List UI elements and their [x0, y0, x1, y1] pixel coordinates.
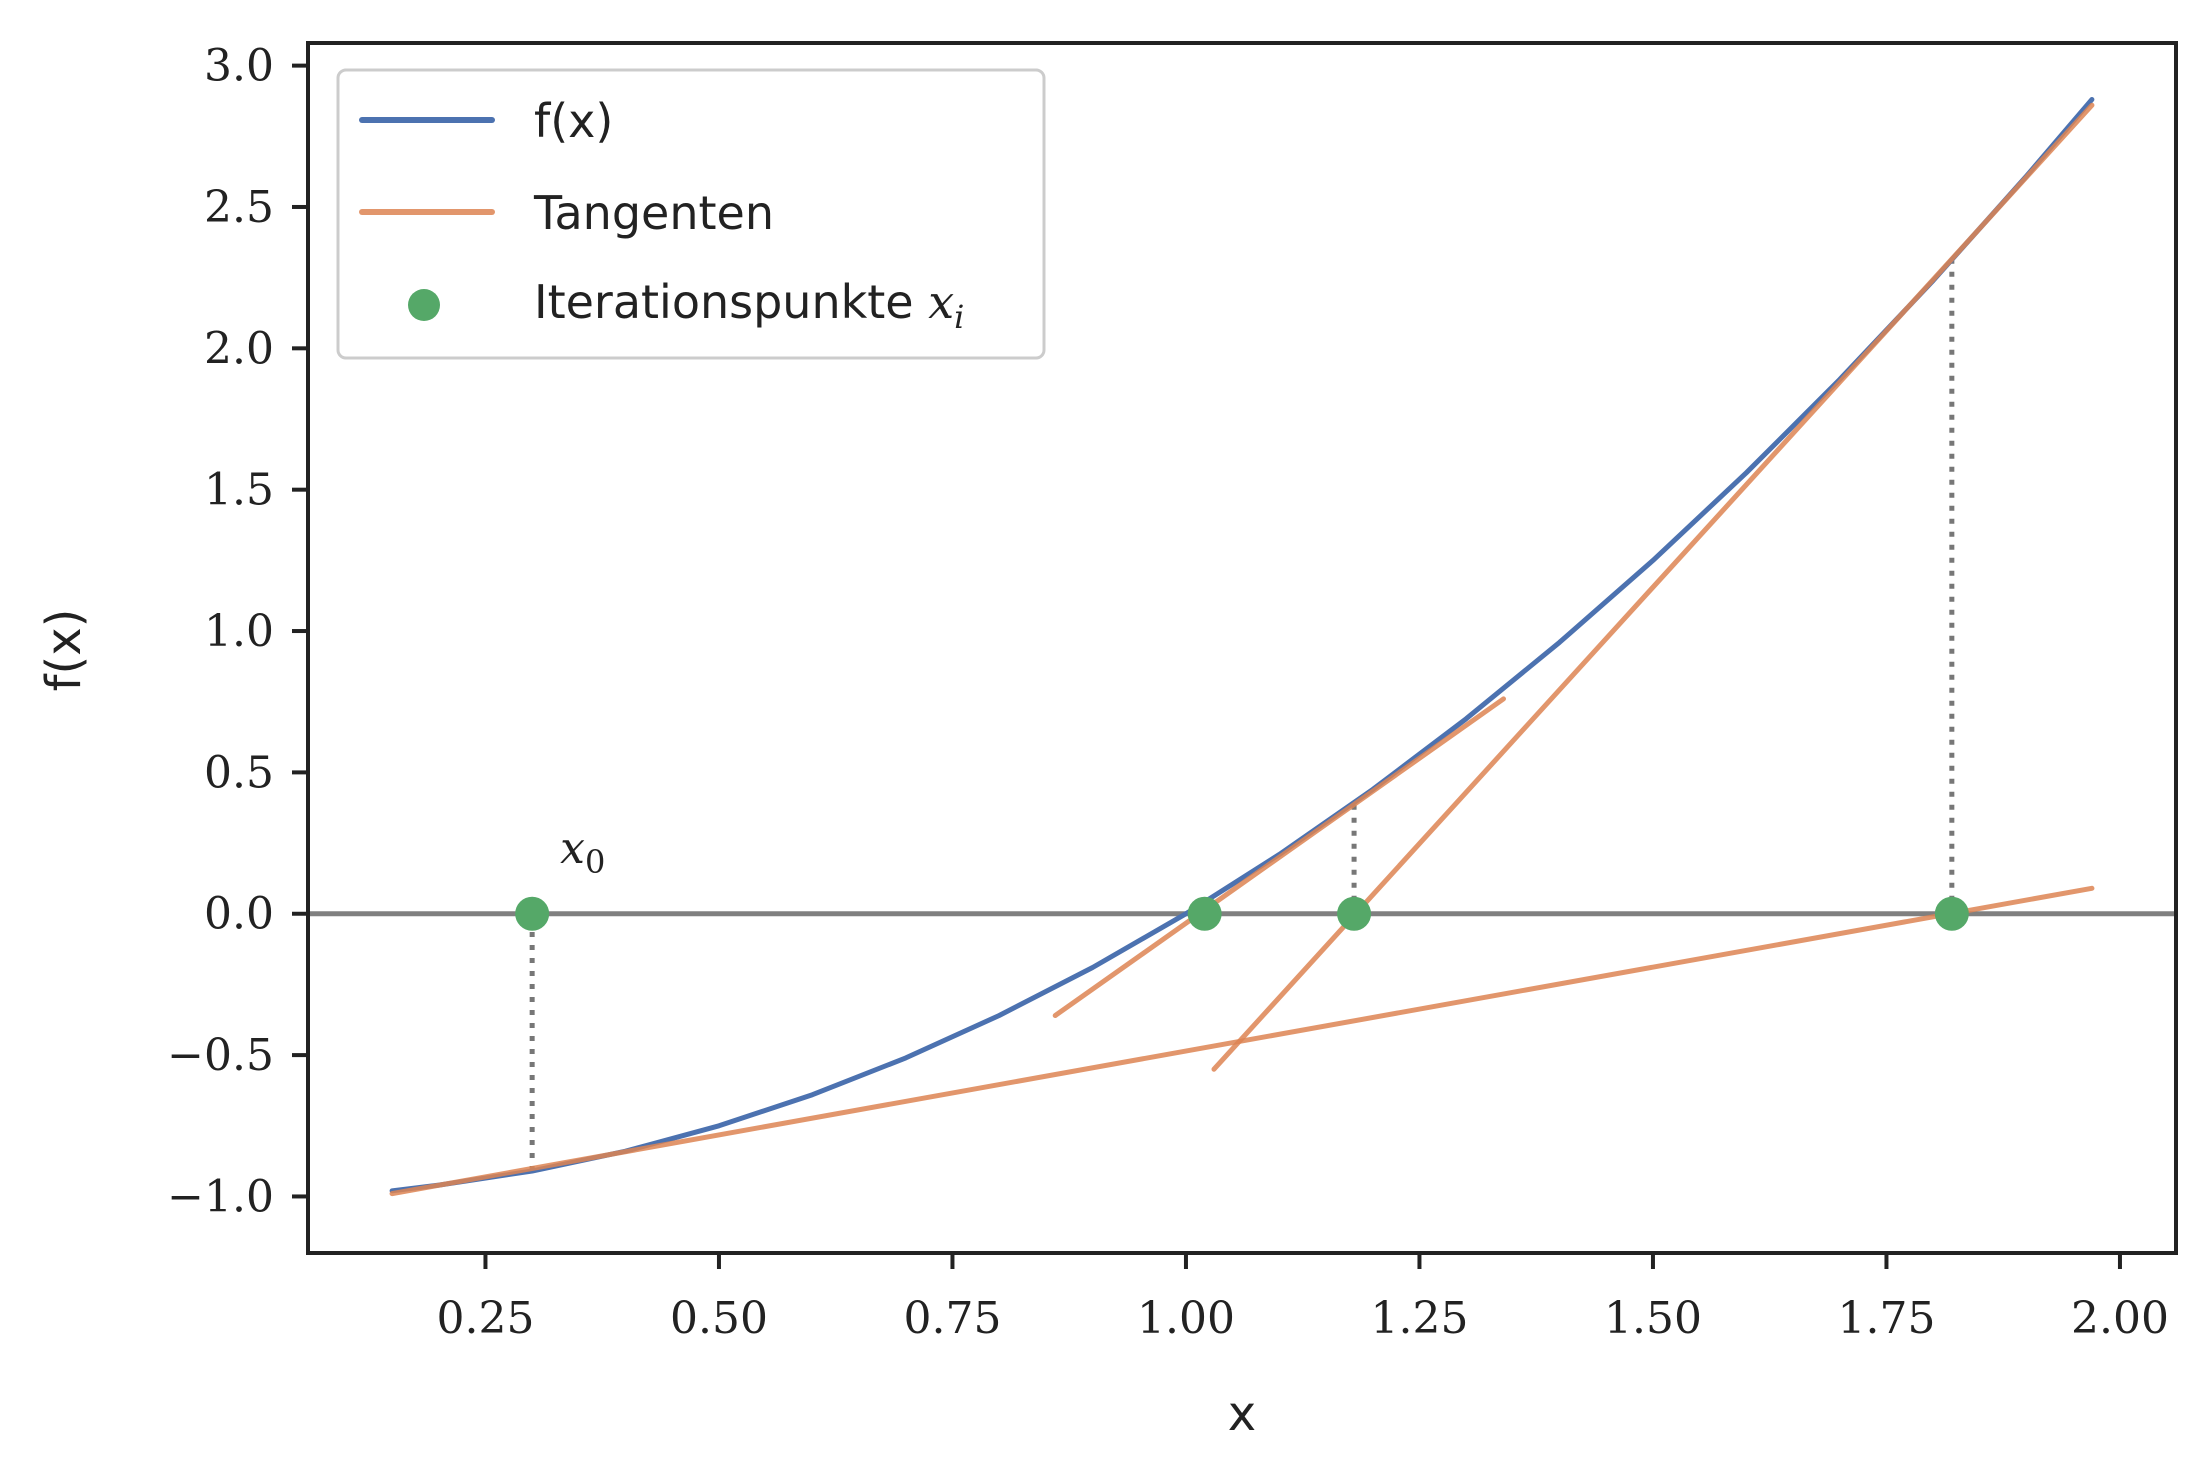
legend-label-iteration-text: Iterationspunkte: [534, 275, 914, 329]
x-axis-label: x: [1228, 1386, 1256, 1442]
iteration-point-0: [515, 896, 550, 931]
legend-label-iteration-math: x: [928, 275, 954, 329]
y-tick-label-0: −1.0: [167, 1171, 274, 1222]
y-tick-label-5: 1.5: [204, 465, 274, 516]
x-tick-label-4: 1.25: [1370, 1293, 1468, 1344]
x-tick-label-0: 0.25: [436, 1293, 534, 1344]
tangent-line-2: [1052, 696, 1507, 1019]
annotation-subscript: 0: [585, 843, 605, 881]
y-axis-ticks: −1.0 −0.5 0.0 0.5 1.0 1.5 2.0 2.5 3.0: [167, 41, 308, 1222]
y-tick-label-8: 3.0: [204, 41, 274, 92]
axes-frame: [306, 41, 2178, 1255]
legend-label-function: f(x): [534, 94, 613, 148]
legend: f(x) Tangenten Iterationspunkte xi: [336, 68, 1046, 360]
legend-label-tangents: Tangenten: [533, 186, 774, 240]
annotation-base: x: [560, 823, 585, 874]
x-tick-label-1: 0.50: [670, 1293, 768, 1344]
x-axis-ticks: 0.25 0.50 0.75 1.00 1.25 1.50 1.75 2.00: [436, 1253, 2169, 1344]
plot-area: [308, 97, 2176, 1197]
annotation-x0: x0: [560, 823, 605, 881]
y-tick-label-4: 1.0: [204, 606, 274, 657]
y-tick-label-2: 0.0: [204, 889, 274, 940]
y-tick-label-6: 2.0: [204, 323, 274, 374]
x-tick-label-7: 2.00: [2071, 1293, 2169, 1344]
iteration-point-1: [1934, 896, 1969, 931]
y-tick-label-3: 0.5: [204, 747, 274, 798]
x-tick-label-5: 1.50: [1604, 1293, 1702, 1344]
legend-label-iteration-points: Iterationspunkte xi: [534, 275, 964, 336]
legend-box: [336, 68, 1046, 360]
y-tick-label-7: 2.5: [204, 182, 274, 233]
legend-label-iteration-subscript: i: [954, 298, 964, 336]
x-tick-label-6: 1.75: [1837, 1293, 1935, 1344]
y-axis-label: f(x): [36, 609, 92, 692]
y-tick-label-1: −0.5: [167, 1030, 274, 1081]
iteration-point-3: [1187, 896, 1222, 931]
x-tick-label-3: 1.00: [1137, 1293, 1235, 1344]
iteration-point-2: [1337, 896, 1372, 931]
x-tick-label-2: 0.75: [903, 1293, 1001, 1344]
legend-swatch-iteration-points: [408, 289, 440, 321]
